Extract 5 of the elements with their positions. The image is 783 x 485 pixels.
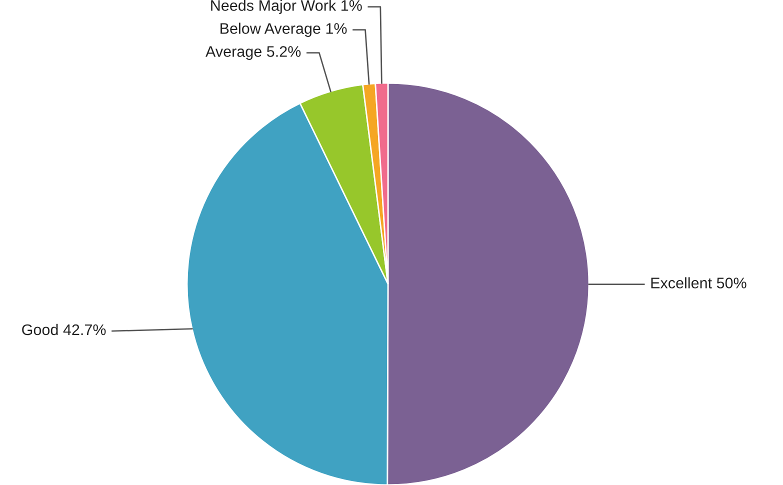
slice-label: Needs Major Work 1%	[211, 0, 362, 14]
slice-label: Below Average 1%	[220, 22, 347, 37]
slice-label: Good 42.7%	[22, 324, 106, 336]
slice-label: Excellent 50%	[651, 277, 746, 288]
slice-label: Average 5.2%	[206, 46, 301, 60]
